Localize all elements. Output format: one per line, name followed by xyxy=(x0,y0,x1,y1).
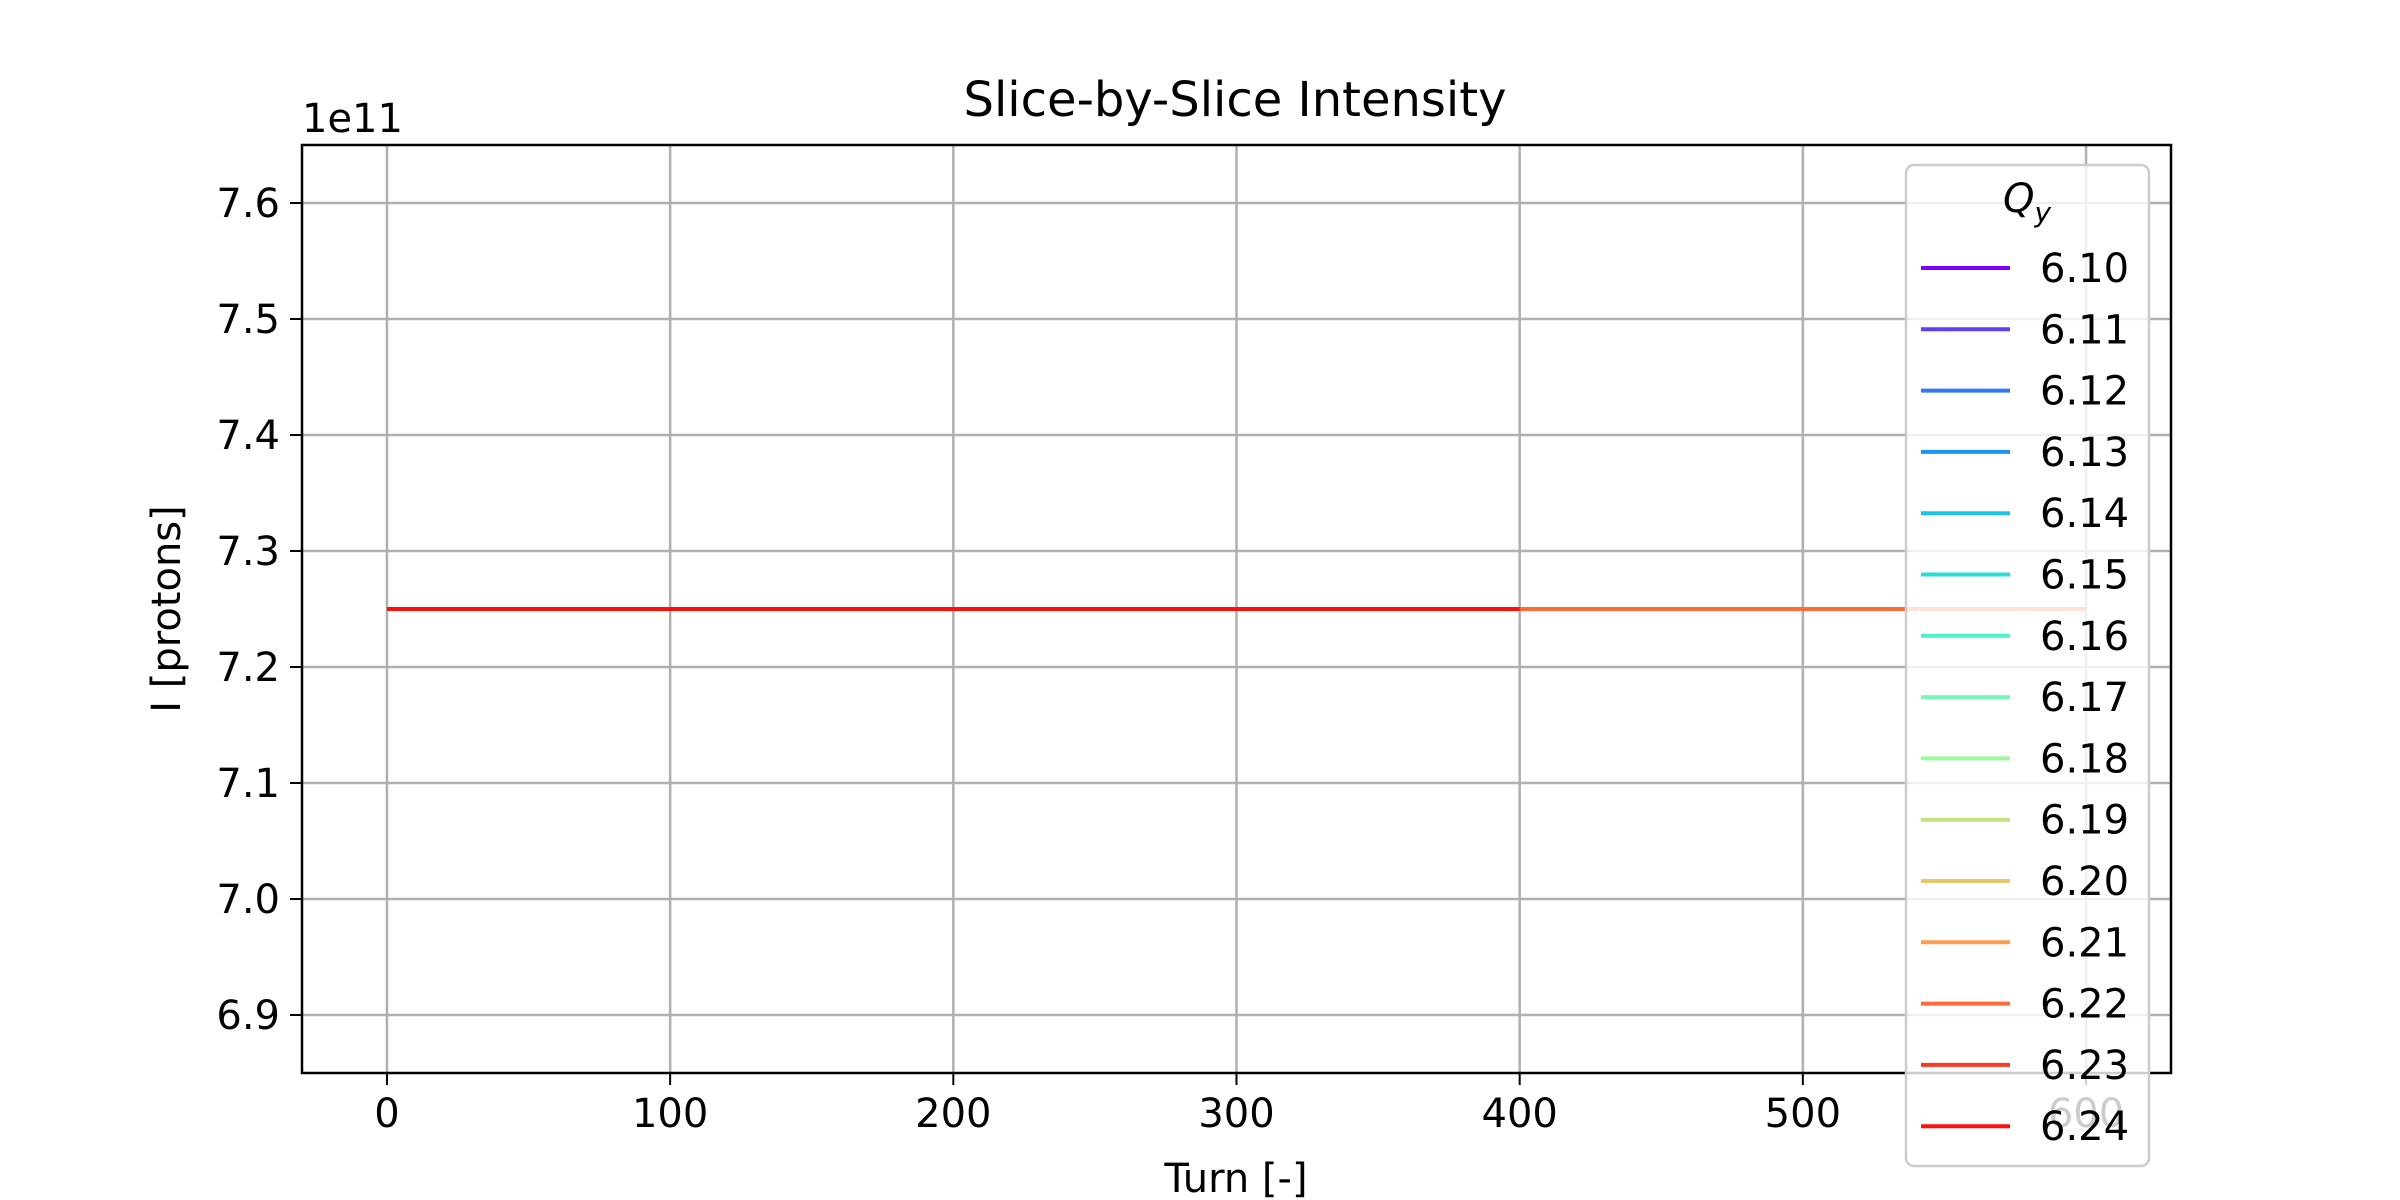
legend-entry: 6.15 xyxy=(1921,553,2129,599)
legend-entry: 6.21 xyxy=(1921,920,2129,966)
legend-entry: 6.16 xyxy=(1921,614,2129,660)
y-tick-label: 7.0 xyxy=(216,877,280,923)
y-tick-label: 7.5 xyxy=(216,297,280,343)
legend-entry: 6.10 xyxy=(1921,246,2129,292)
x-tick-label: 500 xyxy=(1765,1091,1841,1137)
y-tick-label: 7.4 xyxy=(216,413,280,459)
legend-entry: 6.13 xyxy=(1921,430,2129,476)
legend-label: 6.16 xyxy=(2040,614,2129,660)
legend-label: 6.12 xyxy=(2040,369,2129,415)
legend-entry: 6.14 xyxy=(1921,491,2129,537)
legend-title: Qy xyxy=(2003,176,2051,229)
legend-entry: 6.22 xyxy=(1921,982,2129,1028)
legend-entry: 6.24 xyxy=(1921,1104,2129,1150)
x-tick-label: 100 xyxy=(632,1091,708,1137)
legend-label: 6.10 xyxy=(2040,246,2129,292)
y-tick-label: 7.6 xyxy=(216,181,280,227)
legend-label: 6.21 xyxy=(2040,920,2129,966)
legend-entry: 6.17 xyxy=(1921,675,2129,721)
y-offset-label: 1e11 xyxy=(302,96,403,142)
grid xyxy=(302,145,2171,1073)
legend-label: 6.20 xyxy=(2040,859,2129,905)
legend-label: 6.14 xyxy=(2040,491,2129,537)
x-axis-label: Turn [-] xyxy=(1163,1156,1307,1200)
legend-label: 6.18 xyxy=(2040,736,2129,782)
legend-entry: 6.12 xyxy=(1921,369,2129,415)
y-axis-label: I [protons] xyxy=(144,505,190,713)
legend-box xyxy=(1904,163,2151,1168)
legend-entry: 6.18 xyxy=(1921,736,2129,782)
legend-label: 6.15 xyxy=(2040,553,2129,599)
legend-label: 6.22 xyxy=(2040,982,2129,1028)
x-tick-label: 400 xyxy=(1482,1091,1558,1137)
x-tick-label: 200 xyxy=(915,1091,991,1137)
y-tick-label: 6.9 xyxy=(216,993,280,1039)
chart-title: Slice-by-Slice Intensity xyxy=(964,72,1507,128)
legend-label: 6.11 xyxy=(2040,307,2129,353)
x-tick-label: 300 xyxy=(1198,1091,1274,1137)
y-tick-label: 7.3 xyxy=(216,529,280,575)
legend-entries: 6.10 6.11 6.12 6.13 6.14 6.15 6.16 6.17 6.18 6.19… xyxy=(1921,246,2129,1150)
legend-label: 6.17 xyxy=(2040,675,2129,721)
legend-entry: 6.19 xyxy=(1921,798,2129,844)
y-tick-label: 7.1 xyxy=(216,761,280,807)
legend-label: 6.13 xyxy=(2040,430,2129,476)
y-tick-label: 7.2 xyxy=(216,645,280,691)
legend-entry: 6.23 xyxy=(1921,1043,2129,1089)
legend-entry: 6.20 xyxy=(1921,859,2129,905)
legend-label: 6.24 xyxy=(2040,1104,2129,1150)
legend-entry: 6.11 xyxy=(1921,307,2129,353)
legend: Qy 6.106.116.126.136.146.156.166.176.186… xyxy=(1904,163,2151,1168)
x-tick-label: 0 xyxy=(374,1091,399,1137)
legend-label: 6.19 xyxy=(2040,798,2129,844)
legend-label: 6.23 xyxy=(2040,1043,2129,1089)
